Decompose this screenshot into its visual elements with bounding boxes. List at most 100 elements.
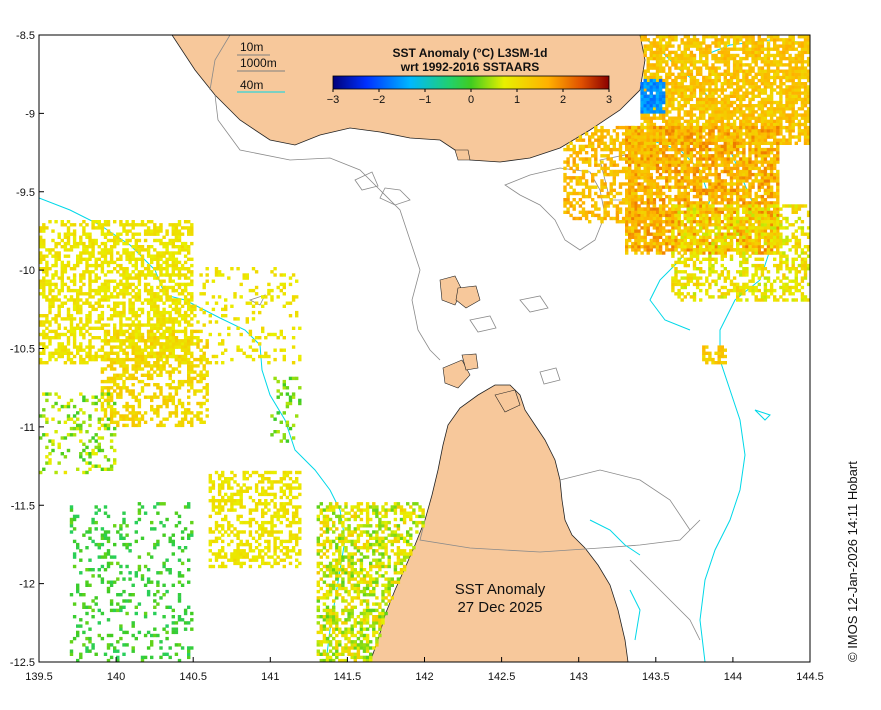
- sst-pixel: [763, 122, 768, 127]
- sst-pixel: [91, 608, 95, 613]
- sst-pixel: [773, 100, 777, 105]
- sst-pixel: [668, 91, 672, 95]
- sst-pixel: [723, 35, 727, 39]
- sst-pixel: [372, 508, 376, 512]
- sst-pixel: [134, 351, 138, 355]
- sst-pixel: [143, 276, 148, 280]
- sst-pixel: [726, 41, 731, 45]
- sst-pixel: [745, 50, 749, 55]
- sst-pixel: [128, 593, 132, 597]
- sst-pixel: [85, 314, 89, 318]
- sst-pixel: [221, 314, 225, 318]
- sst-pixel: [791, 44, 795, 48]
- sst-pixel: [649, 41, 653, 45]
- sst-pixel: [109, 414, 114, 418]
- sst-pixel: [769, 85, 774, 89]
- sst-pixel: [745, 116, 749, 120]
- sst-pixel: [221, 307, 225, 312]
- sst-pixel: [769, 38, 774, 42]
- sst-pixel: [171, 260, 175, 265]
- sst-pixel: [319, 527, 323, 531]
- sst-pixel: [113, 411, 117, 415]
- sst-pixel: [736, 60, 740, 64]
- sst-pixel: [137, 320, 142, 324]
- sst-pixel: [763, 72, 768, 76]
- sst-pixel: [739, 69, 743, 73]
- sst-pixel: [217, 502, 222, 506]
- sst-pixel: [190, 520, 194, 525]
- sst-pixel: [695, 97, 700, 102]
- sst-pixel: [291, 511, 296, 515]
- sst-pixel: [63, 348, 68, 352]
- sst-pixel: [782, 47, 786, 51]
- sst-pixel: [196, 336, 200, 340]
- sst-pixel: [94, 260, 98, 265]
- sst-pixel: [224, 307, 228, 312]
- sst-pixel: [79, 307, 83, 312]
- sst-pixel: [683, 47, 687, 51]
- sst-pixel: [680, 104, 684, 108]
- sst-pixel: [162, 279, 166, 283]
- sst-pixel: [156, 292, 160, 296]
- sst-pixel: [153, 408, 157, 412]
- sst-pixel: [785, 85, 789, 89]
- sst-pixel: [72, 307, 77, 312]
- sst-pixel: [261, 295, 265, 299]
- sst-pixel: [217, 473, 222, 478]
- sst-pixel: [131, 310, 135, 315]
- sst-pixel: [196, 417, 200, 421]
- sst-pixel: [134, 323, 138, 327]
- sst-pixel: [369, 583, 373, 587]
- sst-pixel: [159, 392, 163, 396]
- sst-pixel: [273, 470, 277, 475]
- sst-pixel: [162, 241, 166, 246]
- sst-pixel: [335, 621, 339, 625]
- sst-pixel: [359, 599, 364, 603]
- sst-pixel: [791, 56, 795, 61]
- sst-pixel: [91, 251, 95, 255]
- sst-pixel: [48, 248, 52, 252]
- sst-pixel: [162, 367, 166, 371]
- sst-pixel: [350, 514, 354, 519]
- sst-pixel: [76, 583, 80, 587]
- sst-pixel: [409, 533, 413, 537]
- sst-pixel: [692, 78, 697, 83]
- sst-pixel: [785, 44, 789, 48]
- sst-pixel: [165, 241, 169, 246]
- sst-pixel: [717, 66, 721, 70]
- sst-pixel: [156, 307, 160, 312]
- sst-pixel: [322, 508, 327, 512]
- sst-pixel: [103, 323, 108, 327]
- sst-pixel: [785, 141, 789, 145]
- sst-pixel: [162, 364, 166, 368]
- sst-pixel: [146, 395, 151, 399]
- sst-pixel: [183, 336, 188, 340]
- sst-pixel: [224, 314, 228, 318]
- sst-pixel: [369, 546, 373, 550]
- sst-pixel: [140, 417, 145, 421]
- sst-pixel: [748, 63, 752, 67]
- sst-pixel: [156, 571, 160, 575]
- sst-pixel: [143, 267, 148, 271]
- sst-pixel: [356, 514, 361, 519]
- sst-pixel: [125, 232, 129, 236]
- sst-pixel: [79, 279, 83, 283]
- sst-pixel: [773, 110, 777, 114]
- sst-pixel: [88, 583, 92, 587]
- sst-pixel: [224, 552, 228, 556]
- sst-pixel: [353, 655, 357, 660]
- sst-pixel: [677, 116, 681, 120]
- sst-pixel: [146, 292, 151, 296]
- sst-pixel: [79, 241, 83, 246]
- sst-pixel: [196, 373, 200, 377]
- sst-pixel: [350, 586, 354, 591]
- sst-pixel: [369, 589, 373, 594]
- sst-pixel: [106, 404, 111, 409]
- sst-pixel: [162, 251, 166, 255]
- sst-pixel: [785, 100, 789, 105]
- sst-pixel: [689, 110, 694, 114]
- sst-pixel: [782, 63, 786, 67]
- sst-pixel: [190, 232, 194, 236]
- sst-pixel: [162, 254, 166, 258]
- sst-pixel: [399, 552, 404, 556]
